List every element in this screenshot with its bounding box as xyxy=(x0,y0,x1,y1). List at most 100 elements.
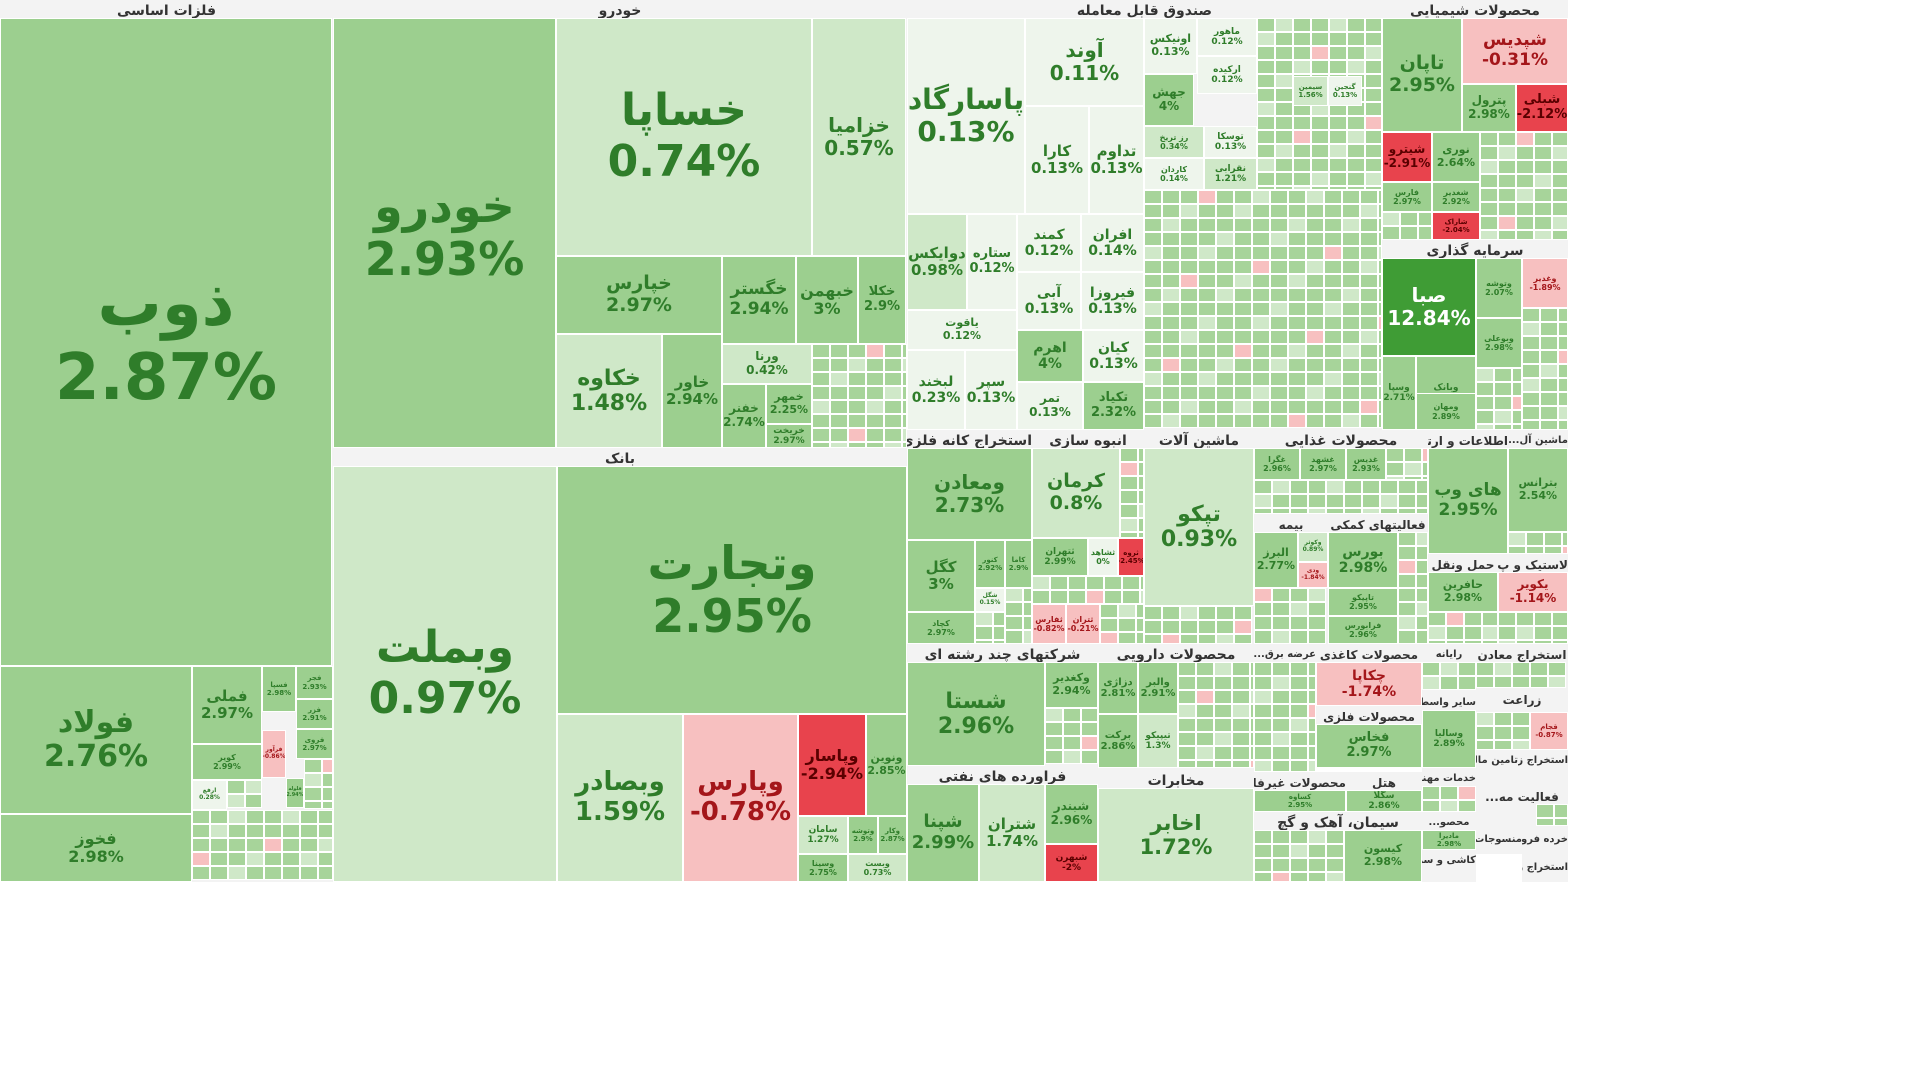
minor-stock-tile[interactable] xyxy=(1257,172,1275,186)
minor-stock-tile[interactable] xyxy=(1005,616,1023,630)
minor-stock-tile[interactable] xyxy=(1234,190,1252,204)
minor-stock-tile[interactable] xyxy=(1252,400,1270,414)
minor-stock-tile[interactable] xyxy=(830,400,848,414)
minor-stock-tile[interactable] xyxy=(1234,414,1252,428)
minor-stock-tile[interactable] xyxy=(1311,60,1329,74)
minor-stock-tile[interactable] xyxy=(1254,588,1272,602)
minor-stock-tile[interactable] xyxy=(1257,74,1275,88)
minor-stock-tile[interactable] xyxy=(1045,708,1063,722)
minor-stock-tile[interactable] xyxy=(1063,722,1081,736)
minor-stock-tile[interactable] xyxy=(1404,476,1422,480)
minor-stock-tile[interactable] xyxy=(1144,606,1162,620)
sector-21[interactable]: استخراج معادن xyxy=(1476,644,1568,688)
minor-stock-tile[interactable] xyxy=(1306,274,1324,288)
minor-stock-tile[interactable] xyxy=(1534,160,1552,174)
minor-stock-tile[interactable] xyxy=(228,838,246,852)
minor-stock-tile[interactable] xyxy=(1422,476,1428,480)
minor-stock-tile[interactable] xyxy=(812,442,830,448)
minor-stock-tile[interactable] xyxy=(1122,590,1140,604)
minor-stock-tile[interactable] xyxy=(192,852,210,866)
minor-stock-tile[interactable] xyxy=(1476,410,1494,424)
minor-stock-tile[interactable] xyxy=(830,414,848,428)
stock-tile[interactable]: ذوب 2.87% xyxy=(0,18,332,666)
sector-4[interactable]: سرمایه گذاریصبا12.84%وسپا2.71%وبانک2.95%… xyxy=(1382,240,1568,430)
minor-stock-tile[interactable] xyxy=(1386,462,1404,476)
minor-stock-tile[interactable] xyxy=(1136,632,1144,644)
minor-stock-tile[interactable] xyxy=(1398,508,1416,514)
minor-stock-tile[interactable] xyxy=(1382,212,1400,226)
minor-stock-tile[interactable] xyxy=(884,414,902,428)
minor-stock-tile[interactable] xyxy=(1365,32,1382,46)
minor-stock-tile[interactable] xyxy=(1234,232,1252,246)
stock-tile[interactable]: فخاس 2.97% xyxy=(1316,724,1422,768)
minor-stock-tile[interactable] xyxy=(1162,246,1180,260)
minor-stock-tile[interactable] xyxy=(1498,174,1516,188)
minor-stock-tile[interactable] xyxy=(1180,620,1198,634)
minor-stock-tile[interactable] xyxy=(1422,462,1428,476)
stock-tile[interactable]: پترول 2.98% xyxy=(1462,84,1516,132)
minor-stock-tile[interactable] xyxy=(1144,386,1162,400)
minor-stock-tile[interactable] xyxy=(1362,480,1380,494)
minor-stock-tile[interactable] xyxy=(1198,386,1216,400)
minor-stock-tile[interactable] xyxy=(1342,232,1360,246)
minor-stock-tile[interactable] xyxy=(1360,358,1378,372)
minor-stock-tile[interactable] xyxy=(1270,288,1288,302)
minor-stock-tile[interactable] xyxy=(1270,190,1288,204)
minor-stock-tile[interactable] xyxy=(1290,746,1308,760)
minor-stock-tile[interactable] xyxy=(1416,574,1428,588)
minor-stock-tile[interactable] xyxy=(1308,718,1316,732)
minor-stock-tile[interactable] xyxy=(1534,174,1552,188)
minor-stock-tile[interactable] xyxy=(304,801,322,809)
minor-stock-tile[interactable] xyxy=(1422,786,1440,800)
stock-tile[interactable]: کچاد 2.97% xyxy=(907,612,975,644)
minor-stock-tile[interactable] xyxy=(1416,602,1428,616)
minor-stock-tile[interactable] xyxy=(1290,494,1308,508)
minor-stock-tile[interactable] xyxy=(1288,414,1306,428)
minor-stock-tile[interactable] xyxy=(1416,494,1428,508)
minor-stock-tile[interactable] xyxy=(1293,60,1311,74)
minor-stock-tile[interactable] xyxy=(1290,588,1308,602)
minor-stock-tile[interactable] xyxy=(884,344,902,358)
minor-stock-tile[interactable] xyxy=(1534,230,1552,240)
minor-stock-tile[interactable] xyxy=(1498,640,1516,644)
stock-tile[interactable]: تاپان 2.95% xyxy=(1382,18,1462,132)
stock-tile[interactable]: کگل 3% xyxy=(907,540,975,612)
minor-stock-tile[interactable] xyxy=(1536,804,1554,818)
minor-stock-tile[interactable] xyxy=(1422,676,1440,690)
minor-stock-tile[interactable] xyxy=(1308,872,1326,882)
stock-tile[interactable]: ودی -1.84% xyxy=(1298,562,1328,588)
stock-tile[interactable]: چکاپا -1.74% xyxy=(1316,662,1422,706)
minor-stock-tile[interactable] xyxy=(1378,372,1382,386)
minor-stock-tile[interactable] xyxy=(322,787,333,801)
stock-tile[interactable]: سیمین 1.56% xyxy=(1293,76,1328,106)
minor-stock-tile[interactable] xyxy=(1522,308,1540,322)
minor-stock-tile[interactable] xyxy=(1254,662,1272,676)
stock-tile[interactable]: ومهان 2.89% xyxy=(1416,393,1476,430)
minor-stock-tile[interactable] xyxy=(1342,358,1360,372)
minor-stock-tile[interactable] xyxy=(1023,616,1032,630)
sector-34[interactable]: محصو... مادیرا 2.98% xyxy=(1422,812,1476,850)
minor-stock-tile[interactable] xyxy=(1552,146,1568,160)
minor-stock-tile[interactable] xyxy=(1232,662,1250,676)
minor-stock-tile[interactable] xyxy=(866,358,884,372)
minor-stock-tile[interactable] xyxy=(1311,130,1329,144)
minor-stock-tile[interactable] xyxy=(1544,546,1562,554)
minor-stock-tile[interactable] xyxy=(902,358,907,372)
minor-stock-tile[interactable] xyxy=(1516,188,1534,202)
minor-stock-tile[interactable] xyxy=(1365,102,1382,116)
minor-stock-tile[interactable] xyxy=(1308,662,1316,676)
stock-tile[interactable]: فخوز 2.98% xyxy=(0,814,192,882)
minor-stock-tile[interactable] xyxy=(1214,704,1232,718)
minor-stock-tile[interactable] xyxy=(1522,406,1540,420)
minor-stock-tile[interactable] xyxy=(1311,116,1329,130)
stock-tile[interactable]: وسینا 2.75% xyxy=(798,854,848,882)
stock-tile[interactable]: غدیس 2.93% xyxy=(1346,448,1386,480)
sector-6[interactable]: استخراج کانه فلزی ومعادن 2.73% کگل 3% کچاد 2.9… xyxy=(907,430,1032,644)
sector-17[interactable]: محصولات دارویی دزاژی 2.81% والبر 2.91% برکت 2.… xyxy=(1098,644,1254,770)
minor-stock-tile[interactable] xyxy=(1275,88,1293,102)
minor-stock-tile[interactable] xyxy=(1446,626,1464,640)
minor-stock-tile[interactable] xyxy=(1342,372,1360,386)
minor-stock-tile[interactable] xyxy=(304,787,322,801)
minor-stock-tile[interactable] xyxy=(1365,88,1382,102)
minor-stock-tile[interactable] xyxy=(1362,494,1380,508)
